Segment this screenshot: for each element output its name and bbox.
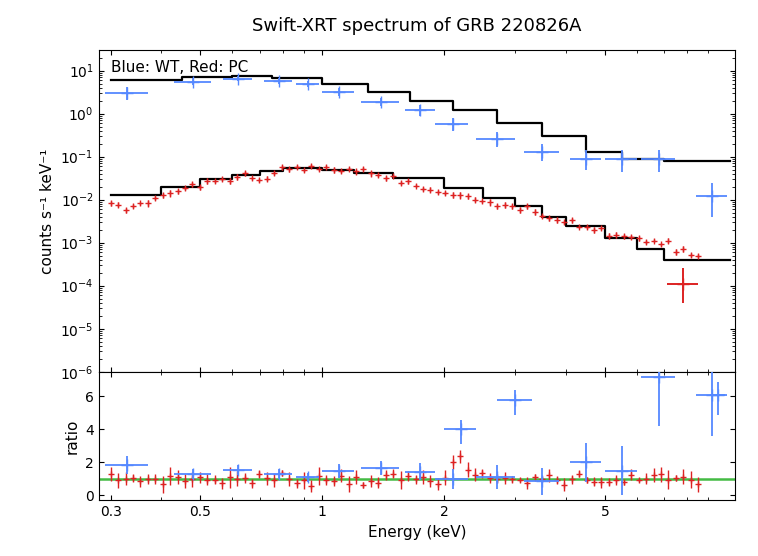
X-axis label: Energy (keV): Energy (keV) [368,525,466,540]
Y-axis label: counts s⁻¹ keV⁻¹: counts s⁻¹ keV⁻¹ [39,148,55,274]
Text: Blue: WT, Red: PC: Blue: WT, Red: PC [111,59,249,75]
Text: Swift-XRT spectrum of GRB 220826A: Swift-XRT spectrum of GRB 220826A [252,17,581,34]
Y-axis label: ratio: ratio [64,418,80,454]
